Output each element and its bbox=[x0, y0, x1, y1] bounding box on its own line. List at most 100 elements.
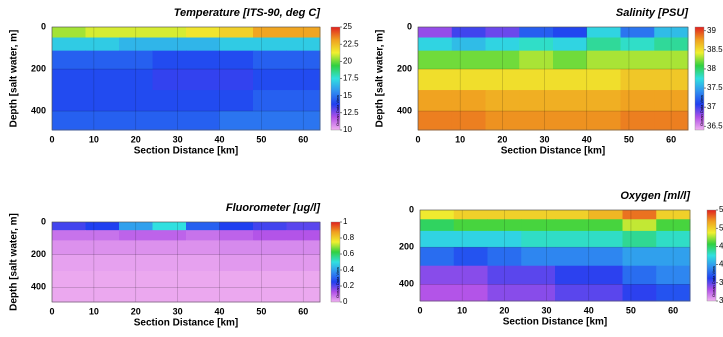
cell bbox=[620, 50, 655, 70]
cell bbox=[451, 111, 486, 131]
y-tick-label: 400 bbox=[399, 279, 414, 289]
cell bbox=[654, 27, 689, 39]
watermark: Ocean Data View bbox=[711, 266, 716, 297]
cell bbox=[654, 111, 689, 131]
cell bbox=[588, 284, 623, 302]
colorbar-tick-label: 0.4 bbox=[343, 265, 355, 274]
x-tick-label: 50 bbox=[624, 134, 634, 144]
cell bbox=[453, 210, 488, 220]
cell bbox=[588, 219, 623, 232]
cell bbox=[186, 254, 220, 272]
cell bbox=[152, 69, 187, 91]
colorbar-tick-label: 38 bbox=[707, 64, 716, 73]
cell bbox=[620, 27, 655, 39]
cell bbox=[586, 69, 621, 91]
cell bbox=[519, 27, 554, 39]
cell bbox=[219, 230, 254, 241]
x-tick-label: 10 bbox=[457, 305, 467, 315]
watermark: Ocean Data View bbox=[335, 267, 340, 298]
cell bbox=[622, 247, 657, 267]
cell bbox=[418, 37, 453, 52]
cell bbox=[186, 240, 220, 256]
cell bbox=[586, 111, 621, 131]
cell bbox=[420, 219, 455, 232]
cell bbox=[253, 50, 287, 70]
y-tick-label: 200 bbox=[397, 63, 412, 73]
cell bbox=[253, 287, 287, 303]
cell bbox=[555, 284, 590, 302]
cell bbox=[119, 37, 153, 52]
cell bbox=[519, 90, 554, 112]
plot-frame bbox=[419, 209, 691, 302]
cell bbox=[152, 287, 187, 303]
cell bbox=[521, 247, 556, 267]
cell bbox=[485, 37, 520, 52]
cell bbox=[119, 254, 153, 272]
cell bbox=[186, 27, 220, 39]
colorbar-tick-label: 36.5 bbox=[707, 121, 723, 130]
y-axis-label: Depth [salt water, m] bbox=[375, 30, 386, 128]
cell bbox=[186, 270, 220, 288]
colorbar bbox=[694, 26, 705, 131]
cell bbox=[52, 69, 86, 91]
y-axis-label: Depth [salt water, m] bbox=[9, 213, 20, 311]
cell bbox=[553, 69, 588, 91]
cell bbox=[654, 69, 689, 91]
cell bbox=[420, 265, 455, 285]
cell bbox=[451, 69, 486, 91]
cell bbox=[152, 90, 187, 112]
cell bbox=[253, 254, 287, 272]
cell bbox=[418, 69, 453, 91]
x-tick-label: 50 bbox=[626, 305, 636, 315]
x-tick-label: 50 bbox=[256, 134, 266, 144]
y-tick-label: 0 bbox=[409, 204, 414, 214]
cell bbox=[555, 247, 590, 267]
x-tick-label: 10 bbox=[455, 134, 465, 144]
y-tick-label: 400 bbox=[31, 282, 46, 292]
cell bbox=[253, 270, 287, 288]
y-tick-label: 0 bbox=[41, 21, 46, 31]
cell bbox=[186, 230, 220, 241]
cell bbox=[152, 254, 187, 272]
cell bbox=[186, 287, 220, 303]
colorbar-tick-label: 15 bbox=[343, 91, 352, 100]
cell bbox=[52, 254, 86, 272]
cell bbox=[52, 240, 86, 256]
cell bbox=[453, 230, 488, 248]
cell bbox=[622, 230, 657, 248]
cell bbox=[253, 69, 287, 91]
cell bbox=[620, 90, 655, 112]
cell bbox=[418, 50, 453, 70]
cell bbox=[553, 50, 588, 70]
cell bbox=[253, 90, 287, 112]
cell bbox=[656, 284, 691, 302]
cell bbox=[521, 210, 556, 220]
cell bbox=[52, 222, 86, 231]
cell bbox=[451, 37, 486, 52]
x-tick-label: 40 bbox=[214, 306, 224, 316]
colorbar-tick-label: 0 bbox=[343, 297, 348, 306]
cell bbox=[152, 270, 187, 288]
cell bbox=[586, 50, 621, 70]
cell bbox=[487, 247, 522, 267]
cell bbox=[521, 219, 556, 232]
cell bbox=[286, 240, 321, 256]
x-tick-label: 0 bbox=[49, 306, 54, 316]
cell bbox=[555, 265, 590, 285]
cell bbox=[119, 69, 153, 91]
x-axis-label: Section Distance [km] bbox=[134, 318, 238, 329]
cell bbox=[656, 219, 691, 232]
cell bbox=[219, 50, 254, 70]
cell bbox=[420, 247, 455, 267]
colorbar-tick-label: 0.2 bbox=[343, 281, 355, 290]
cell bbox=[586, 27, 621, 39]
x-axis-label: Section Distance [km] bbox=[503, 317, 607, 328]
colorbar-tick-label: 12.5 bbox=[343, 108, 359, 117]
cell bbox=[418, 27, 453, 39]
cell bbox=[485, 69, 520, 91]
x-tick-label: 10 bbox=[89, 306, 99, 316]
cell bbox=[219, 240, 254, 256]
cell bbox=[588, 247, 623, 267]
cell bbox=[553, 90, 588, 112]
cell bbox=[555, 219, 590, 232]
